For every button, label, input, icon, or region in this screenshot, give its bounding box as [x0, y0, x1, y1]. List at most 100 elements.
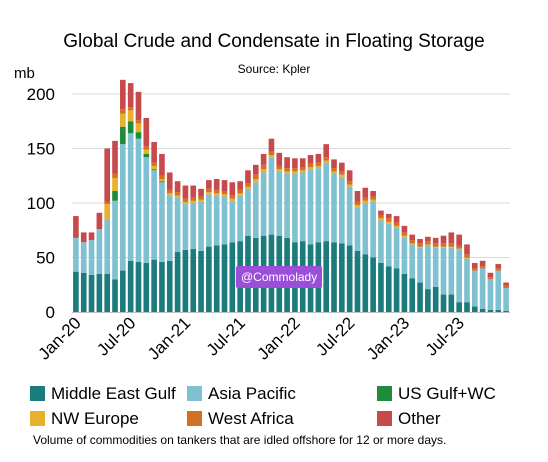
- bar-segment-asia-pacific: [409, 244, 416, 279]
- bar-segment-other: [417, 238, 423, 244]
- bar-segment-asia-pacific: [120, 144, 126, 271]
- bar-segment-west-africa: [323, 157, 330, 161]
- bar-segment-middle-east-gulf: [401, 273, 408, 312]
- bar-segment-nw-europe: [401, 235, 408, 238]
- bar-segment-west-africa: [252, 174, 259, 180]
- bar-segment-nw-europe: [221, 194, 228, 197]
- watermark-badge: @Commolady: [236, 266, 323, 288]
- y-tick-label: 0: [46, 303, 55, 322]
- bar-segment-asia-pacific: [237, 195, 243, 242]
- bar-segment-asia-pacific: [503, 288, 509, 311]
- bar-segment-other: [346, 170, 353, 182]
- y-axis-unit-label: mb: [14, 65, 35, 82]
- bar-segment-middle-east-gulf: [190, 248, 197, 312]
- bar-segment-west-africa: [456, 245, 462, 249]
- bar-segment-asia-pacific: [378, 220, 384, 263]
- bar-segment-asia-pacific: [159, 182, 165, 262]
- bar-segment-other: [440, 235, 447, 244]
- bar-segment-west-africa: [401, 232, 408, 236]
- bar-segment-west-africa: [471, 268, 478, 271]
- bar-segment-west-africa: [362, 197, 369, 201]
- bar-segment-nw-europe: [307, 167, 314, 170]
- bar-segment-west-africa: [159, 175, 165, 180]
- legend-item: Other: [377, 408, 441, 430]
- bar-segment-asia-pacific: [151, 170, 157, 260]
- bar-segment-asia-pacific: [182, 204, 189, 250]
- bar-segment-west-africa: [315, 162, 322, 166]
- legend-swatch: [187, 386, 202, 401]
- bar-segment-other: [112, 140, 118, 174]
- bar-segment-other: [182, 185, 189, 199]
- bar-segment-middle-east-gulf: [346, 245, 353, 312]
- bar-segment-asia-pacific: [315, 168, 322, 243]
- bar-segment-asia-pacific: [276, 171, 283, 236]
- bar-segment-other: [362, 187, 369, 198]
- legend-swatch: [377, 386, 392, 401]
- bar-segment-nw-europe: [299, 170, 306, 173]
- bar-segment-middle-east-gulf: [120, 270, 126, 312]
- legend-swatch: [30, 386, 45, 401]
- bar-segment-other: [252, 164, 259, 175]
- bar-segment-nw-europe: [362, 200, 369, 203]
- bar-segment-middle-east-gulf: [127, 260, 134, 312]
- bar-segment-west-africa: [151, 162, 157, 166]
- chart-subtitle: Source: Kpler: [237, 62, 311, 76]
- bar-segment-asia-pacific: [198, 201, 204, 251]
- bar-segment-nw-europe: [315, 165, 322, 169]
- bar-segment-asia-pacific: [425, 245, 431, 290]
- bar-segment-west-africa: [143, 146, 150, 150]
- bar-segment-asia-pacific: [252, 182, 259, 238]
- bar-segment-west-africa: [213, 189, 220, 194]
- bar-segment-nw-europe: [323, 160, 330, 163]
- bar-segment-nw-europe: [104, 204, 111, 220]
- bar-segment-us-gulf-wc: [127, 121, 134, 134]
- bar-segment-other: [378, 210, 384, 215]
- bar-segment-other: [432, 237, 439, 244]
- bar-segment-nw-europe: [425, 244, 431, 246]
- bar-segment-asia-pacific: [432, 247, 439, 287]
- bar-segment-middle-east-gulf: [425, 289, 431, 312]
- bar-segment-other: [159, 153, 165, 176]
- bar-segment-asia-pacific: [464, 258, 470, 303]
- bar-segment-middle-east-gulf: [104, 273, 111, 312]
- bar-segment-nw-europe: [448, 246, 455, 248]
- bar-segment-asia-pacific: [166, 195, 173, 261]
- bar-segment-asia-pacific: [370, 201, 376, 258]
- bar-segment-other: [245, 170, 251, 184]
- bar-segment-middle-east-gulf: [432, 286, 439, 312]
- bar-segment-nw-europe: [190, 200, 197, 203]
- bar-segment-asia-pacific: [229, 200, 236, 243]
- bar-segment-asia-pacific: [346, 186, 353, 246]
- bar-segment-west-africa: [417, 243, 423, 247]
- bar-segment-middle-east-gulf: [471, 306, 478, 312]
- bar-segment-asia-pacific: [245, 188, 251, 236]
- bar-segment-asia-pacific: [487, 279, 494, 310]
- bar-segment-asia-pacific: [190, 203, 197, 249]
- bar-segment-nw-europe: [127, 110, 134, 122]
- bar-segment-nw-europe: [237, 193, 243, 196]
- legend-item: US Gulf+WC: [377, 383, 496, 405]
- bar-segment-nw-europe: [276, 169, 283, 172]
- bar-segment-middle-east-gulf: [456, 302, 462, 312]
- bar-segment-nw-europe: [120, 113, 126, 127]
- bar-segment-nw-europe: [370, 199, 376, 202]
- bar-segment-nw-europe: [213, 193, 220, 196]
- bar-segment-us-gulf-wc: [120, 126, 126, 145]
- bar-segment-nw-europe: [331, 171, 337, 174]
- bar-segment-west-africa: [284, 168, 290, 172]
- bar-segment-asia-pacific: [417, 247, 423, 283]
- bar-segment-other: [276, 152, 283, 166]
- bar-segment-asia-pacific: [284, 173, 290, 238]
- bar-segment-west-africa: [190, 197, 197, 201]
- bar-segment-nw-europe: [182, 201, 189, 205]
- bar-segment-other: [487, 272, 494, 278]
- bar-segment-west-africa: [174, 192, 181, 196]
- bar-segment-asia-pacific: [354, 207, 361, 251]
- legend-swatch: [30, 411, 45, 426]
- bar-segment-other: [339, 162, 345, 172]
- bar-segment-middle-east-gulf: [151, 259, 157, 312]
- bar-segment-middle-east-gulf: [331, 242, 337, 312]
- x-tick-label: Jul-20: [93, 313, 139, 359]
- bar-segment-middle-east-gulf: [323, 241, 330, 312]
- bar-segment-asia-pacific: [440, 247, 447, 295]
